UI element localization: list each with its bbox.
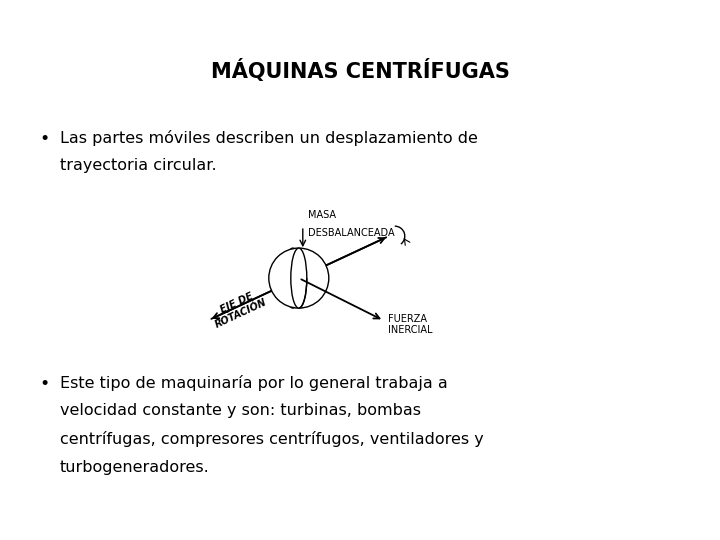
Text: FUERZA
INERCIAL: FUERZA INERCIAL bbox=[388, 314, 432, 335]
Text: •: • bbox=[40, 130, 50, 147]
Text: Las partes móviles describen un desplazamiento de: Las partes móviles describen un desplaza… bbox=[60, 130, 477, 146]
Text: Este tipo de maquinaría por lo general trabaja a: Este tipo de maquinaría por lo general t… bbox=[60, 375, 448, 391]
Text: MASA: MASA bbox=[307, 210, 336, 220]
Ellipse shape bbox=[269, 248, 329, 308]
Text: trayectoria circular.: trayectoria circular. bbox=[60, 158, 217, 173]
Text: MÁQUINAS CENTRÍFUGAS: MÁQUINAS CENTRÍFUGAS bbox=[210, 59, 510, 82]
Text: EJE DE
ROTACIÓN: EJE DE ROTACIÓN bbox=[209, 287, 269, 330]
Text: DESBALANCEADA: DESBALANCEADA bbox=[307, 228, 395, 238]
Text: velocidad constante y son: turbinas, bombas: velocidad constante y son: turbinas, bom… bbox=[60, 403, 420, 418]
Text: •: • bbox=[40, 375, 50, 393]
Ellipse shape bbox=[291, 248, 307, 308]
Text: turbogeneradores.: turbogeneradores. bbox=[60, 460, 210, 475]
Text: centrífugas, compresores centrífugos, ventiladores y: centrífugas, compresores centrífugos, ve… bbox=[60, 431, 484, 448]
